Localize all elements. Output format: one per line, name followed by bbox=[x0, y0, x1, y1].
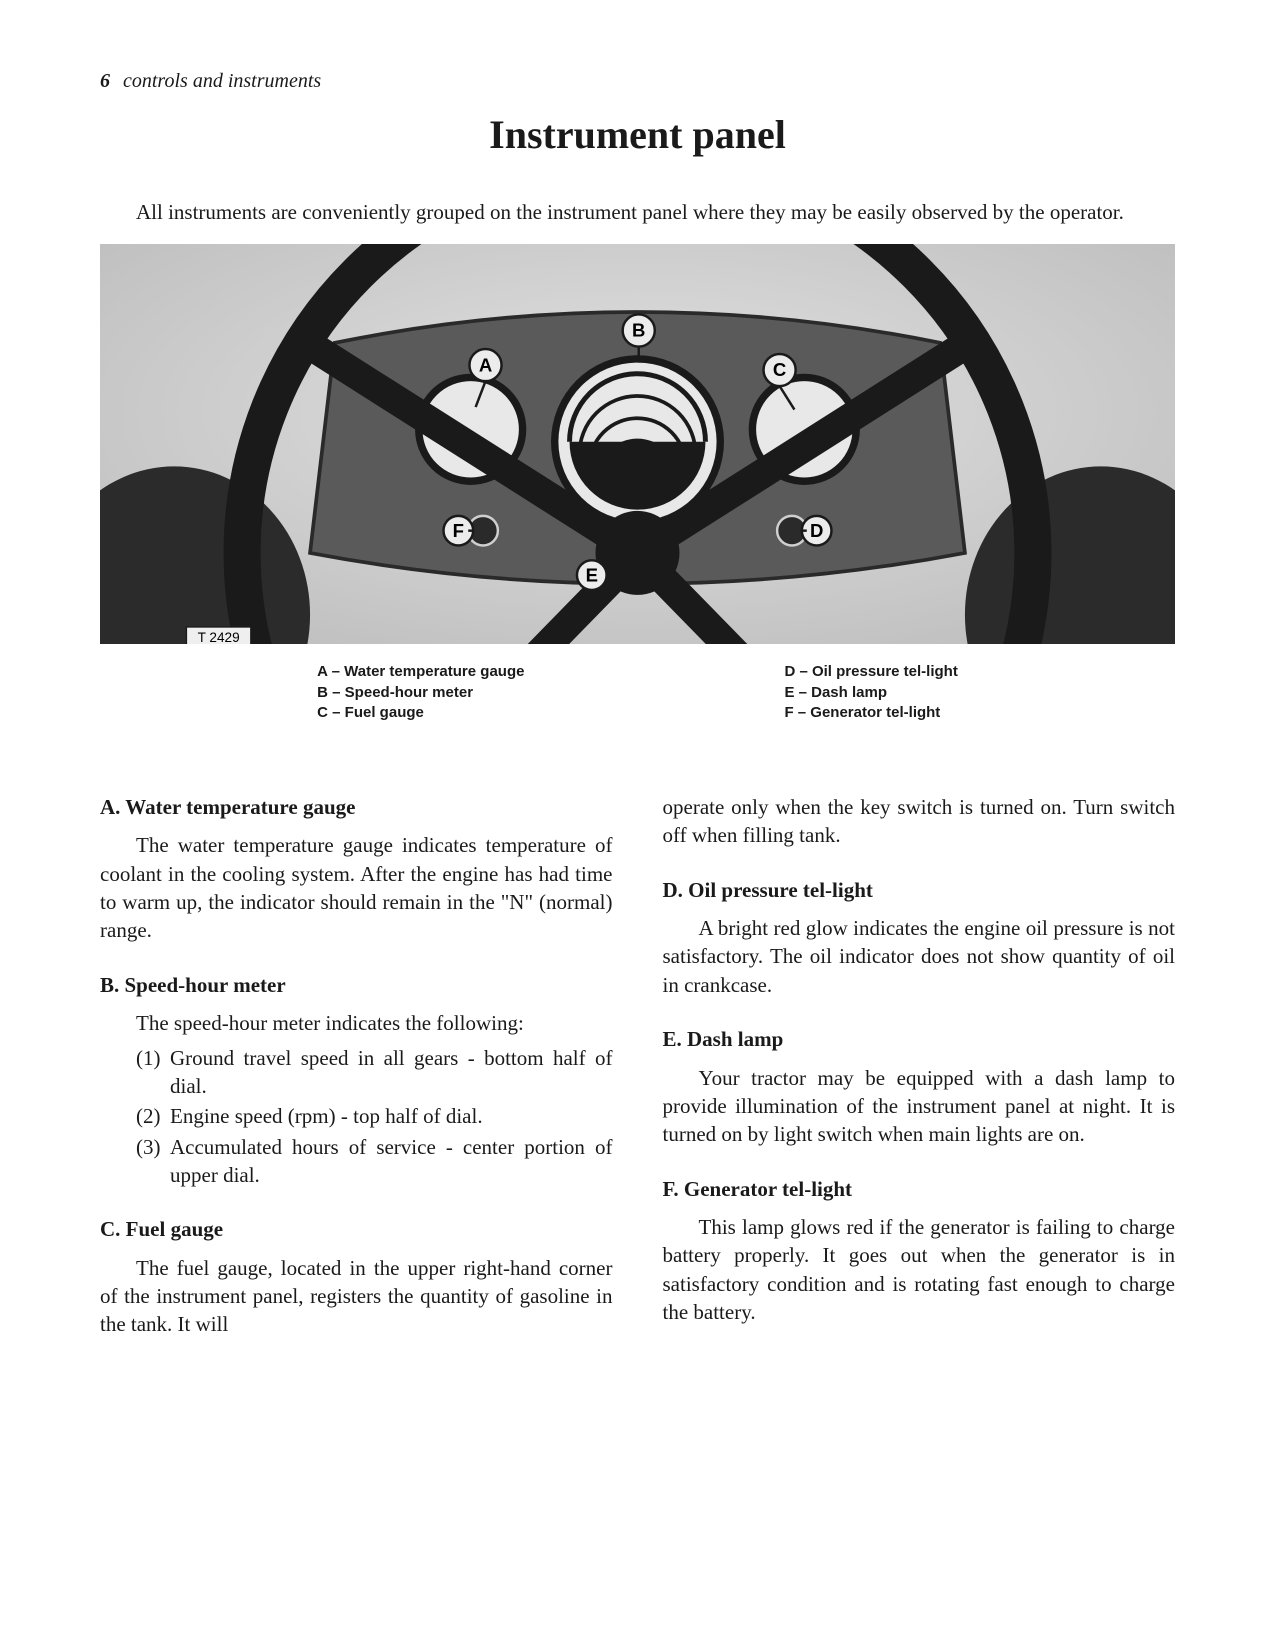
para-f: This lamp glows red if the generator is … bbox=[663, 1213, 1176, 1326]
para-c-cont: operate only when the key switch is turn… bbox=[663, 793, 1176, 850]
svg-text:B: B bbox=[632, 320, 645, 341]
list-b: (1)Ground travel speed in all gears - bo… bbox=[100, 1044, 613, 1190]
figure-legend: A – Water temperature gauge B – Speed-ho… bbox=[100, 662, 1175, 723]
legend-right: D – Oil pressure tel-light E – Dash lamp… bbox=[784, 662, 957, 723]
svg-text:F: F bbox=[453, 520, 464, 541]
legend-left: A – Water temperature gauge B – Speed-ho… bbox=[317, 662, 524, 723]
list-item: (1)Ground travel speed in all gears - bo… bbox=[136, 1044, 613, 1101]
heading-f: F. Generator tel-light bbox=[663, 1175, 1176, 1203]
list-item: (2)Engine speed (rpm) - top half of dial… bbox=[136, 1102, 613, 1130]
para-c: The fuel gauge, located in the upper rig… bbox=[100, 1254, 613, 1339]
para-d: A bright red glow indicates the engine o… bbox=[663, 914, 1176, 999]
instrument-panel-figure: A B C D E F T 2429 bbox=[100, 244, 1175, 644]
para-a: The water temperature gauge indicates te… bbox=[100, 831, 613, 944]
page-title: Instrument panel bbox=[100, 111, 1175, 158]
body-columns: A. Water temperature gauge The water tem… bbox=[100, 793, 1175, 1345]
running-header: 6 controls and instruments bbox=[100, 70, 1175, 93]
left-column: A. Water temperature gauge The water tem… bbox=[100, 793, 613, 1345]
heading-b: B. Speed-hour meter bbox=[100, 971, 613, 999]
heading-c: C. Fuel gauge bbox=[100, 1215, 613, 1243]
svg-text:E: E bbox=[586, 565, 598, 586]
heading-e: E. Dash lamp bbox=[663, 1025, 1176, 1053]
heading-a: A. Water temperature gauge bbox=[100, 793, 613, 821]
section-name: controls and instruments bbox=[123, 70, 321, 92]
para-b-lead: The speed-hour meter indicates the follo… bbox=[100, 1009, 613, 1037]
intro-paragraph: All instruments are conveniently grouped… bbox=[100, 198, 1175, 226]
instrument-panel-svg: A B C D E F T 2429 bbox=[100, 244, 1175, 644]
page-number: 6 bbox=[100, 70, 110, 92]
list-item: (3)Accumulated hours of service - center… bbox=[136, 1133, 613, 1190]
right-column: operate only when the key switch is turn… bbox=[663, 793, 1176, 1345]
para-e: Your tractor may be equipped with a dash… bbox=[663, 1064, 1176, 1149]
svg-text:A: A bbox=[479, 355, 492, 376]
svg-text:D: D bbox=[810, 520, 823, 541]
figure-plate-id: T 2429 bbox=[198, 630, 240, 644]
heading-d: D. Oil pressure tel-light bbox=[663, 876, 1176, 904]
svg-text:C: C bbox=[773, 360, 786, 381]
